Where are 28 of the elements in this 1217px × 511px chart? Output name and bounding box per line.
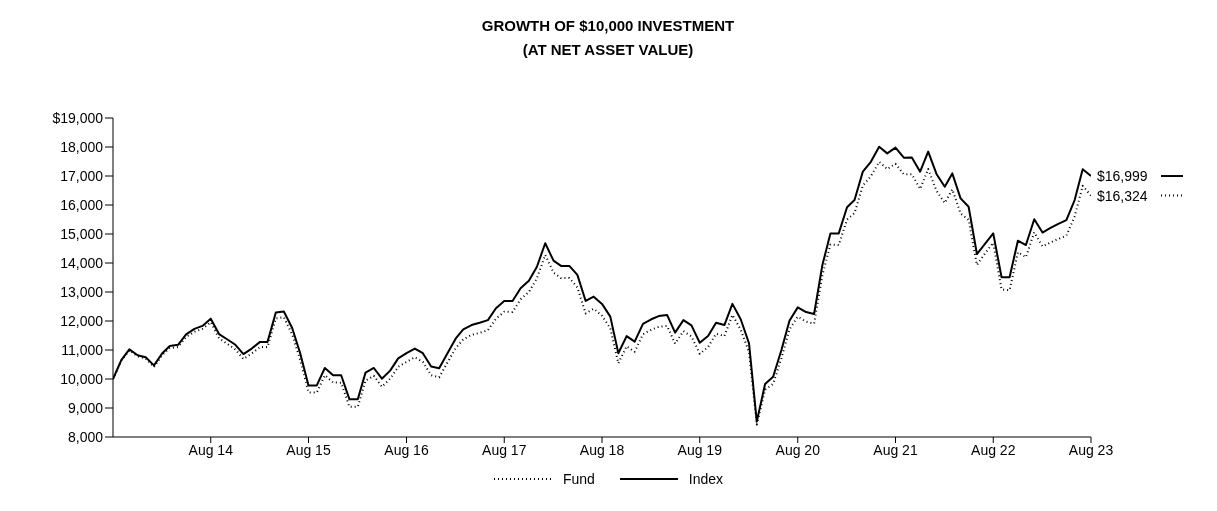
y-tick-label: 11,000 bbox=[61, 341, 104, 358]
legend-label: Fund bbox=[562, 471, 595, 487]
x-tick-label: Aug 22 bbox=[971, 441, 1016, 458]
x-tick-label: Aug 16 bbox=[384, 441, 429, 458]
y-tick-label: 12,000 bbox=[60, 312, 104, 329]
x-tick-label: Aug 23 bbox=[1068, 441, 1114, 458]
chart-subtitle: (AT NET ASSET VALUE) bbox=[521, 40, 695, 60]
x-tick-label: Aug 20 bbox=[775, 441, 821, 458]
y-tick-label: $19,000 bbox=[52, 109, 104, 126]
annotation: $16,324 bbox=[1097, 187, 1148, 204]
x-tick-label: Aug 21 bbox=[873, 441, 918, 458]
y-tick-label: 16,000 bbox=[60, 196, 104, 213]
y-tick-label: 8,000 bbox=[67, 428, 104, 445]
y-tick-label: 10,000 bbox=[60, 370, 104, 387]
y-tick-label: 9,000 bbox=[67, 399, 104, 416]
y-tick-label: 14,000 bbox=[60, 254, 104, 271]
y-tick-label: 18,000 bbox=[60, 138, 104, 155]
annotation: $16,999 bbox=[1097, 168, 1148, 185]
x-tick-label: Aug 19 bbox=[677, 441, 723, 458]
legend-label: Index bbox=[688, 471, 724, 487]
x-tick-label: Aug 14 bbox=[188, 441, 234, 458]
x-tick-label: Aug 17 bbox=[482, 441, 527, 458]
x-tick-label: Aug 15 bbox=[286, 441, 331, 458]
y-tick-label: 17,000 bbox=[60, 167, 104, 184]
x-tick-label: Aug 18 bbox=[579, 441, 625, 458]
y-tick-label: 13,000 bbox=[60, 283, 104, 300]
chart-title: GROWTH OF $10,000 INVESTMENT bbox=[480, 16, 736, 36]
y-tick-label: 15,000 bbox=[60, 225, 104, 242]
